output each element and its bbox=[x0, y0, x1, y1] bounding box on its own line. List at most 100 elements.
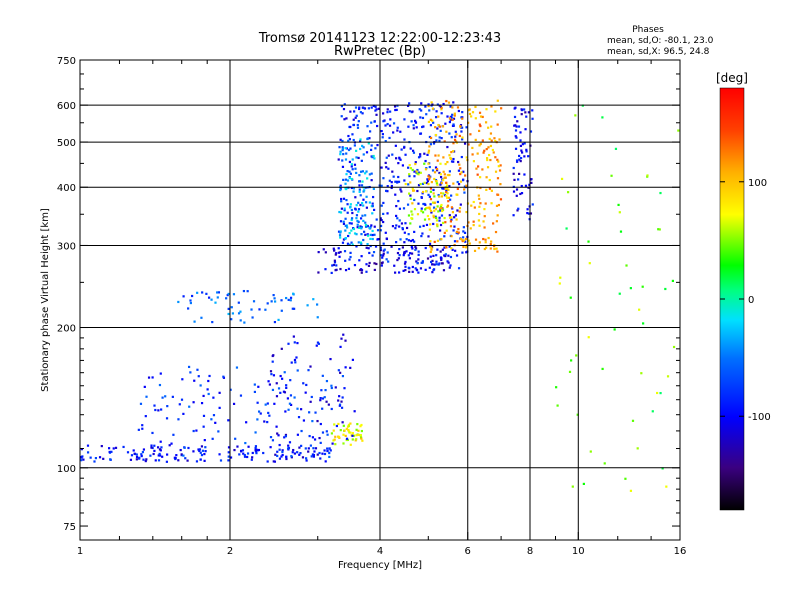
data-point bbox=[443, 235, 446, 238]
data-point bbox=[237, 301, 240, 304]
x-tick-label: 16 bbox=[674, 546, 687, 557]
data-point bbox=[389, 118, 392, 121]
data-point bbox=[440, 106, 443, 109]
data-point bbox=[238, 453, 241, 456]
data-point bbox=[411, 149, 415, 152]
data-point bbox=[415, 170, 418, 173]
data-point bbox=[497, 203, 500, 207]
data-point bbox=[318, 436, 321, 440]
data-point bbox=[434, 215, 437, 218]
data-point bbox=[335, 264, 338, 267]
data-point bbox=[416, 261, 419, 265]
data-point bbox=[432, 216, 435, 219]
data-point bbox=[200, 401, 204, 405]
data-point bbox=[360, 429, 363, 433]
data-point bbox=[424, 268, 427, 271]
data-point bbox=[431, 263, 434, 266]
data-point bbox=[386, 111, 389, 114]
data-point bbox=[437, 115, 440, 118]
data-point bbox=[252, 300, 256, 303]
data-point bbox=[195, 429, 198, 432]
data-point bbox=[449, 198, 452, 201]
data-point bbox=[413, 119, 417, 122]
data-point bbox=[465, 210, 468, 214]
data-point bbox=[430, 211, 433, 214]
data-point bbox=[373, 208, 376, 212]
data-point bbox=[478, 129, 481, 133]
data-point bbox=[411, 189, 415, 192]
data-point bbox=[316, 453, 319, 456]
data-point bbox=[519, 144, 523, 148]
data-point bbox=[357, 107, 361, 111]
data-point bbox=[469, 227, 472, 230]
data-point bbox=[321, 407, 324, 410]
data-point bbox=[135, 455, 139, 459]
data-point bbox=[517, 178, 520, 181]
data-point bbox=[342, 222, 346, 225]
data-point bbox=[377, 107, 380, 110]
data-point bbox=[490, 139, 493, 142]
data-point bbox=[334, 443, 337, 446]
data-point bbox=[424, 190, 428, 193]
data-point bbox=[452, 142, 455, 145]
data-point bbox=[389, 110, 392, 113]
data-point bbox=[355, 434, 358, 437]
data-point bbox=[308, 411, 311, 414]
data-point bbox=[385, 189, 388, 192]
data-point bbox=[469, 133, 472, 136]
data-point bbox=[434, 208, 438, 211]
data-point bbox=[239, 319, 242, 322]
data-point bbox=[517, 125, 521, 128]
data-point bbox=[380, 129, 383, 133]
data-point bbox=[334, 435, 337, 438]
data-point bbox=[496, 250, 499, 253]
data-point bbox=[333, 423, 336, 426]
data-point bbox=[296, 341, 299, 345]
data-point bbox=[531, 117, 534, 120]
data-point bbox=[395, 108, 398, 111]
data-point bbox=[380, 219, 383, 222]
data-point bbox=[448, 170, 451, 173]
data-point bbox=[419, 132, 423, 135]
data-point bbox=[210, 298, 213, 301]
data-point bbox=[292, 292, 295, 295]
data-point bbox=[664, 287, 667, 291]
data-point bbox=[443, 246, 446, 249]
data-point bbox=[366, 234, 370, 237]
data-point bbox=[345, 427, 348, 430]
data-point bbox=[304, 391, 307, 394]
data-point bbox=[436, 103, 439, 106]
data-point bbox=[86, 444, 90, 447]
colorbar-tick-label: 0 bbox=[748, 295, 754, 306]
data-point bbox=[353, 263, 357, 267]
data-point bbox=[431, 259, 434, 262]
data-point bbox=[358, 140, 362, 143]
data-point bbox=[442, 179, 445, 182]
data-point bbox=[613, 328, 616, 331]
data-point bbox=[352, 123, 356, 127]
data-point bbox=[217, 430, 220, 433]
data-point bbox=[432, 188, 435, 192]
data-point bbox=[353, 110, 356, 113]
data-point bbox=[375, 262, 378, 266]
data-point bbox=[350, 217, 354, 220]
data-point bbox=[319, 422, 322, 426]
data-point bbox=[431, 103, 434, 106]
data-point bbox=[446, 115, 449, 118]
data-point bbox=[560, 177, 564, 181]
data-point bbox=[636, 447, 639, 450]
data-point bbox=[364, 172, 367, 175]
data-point bbox=[589, 450, 592, 453]
data-point bbox=[442, 102, 445, 106]
data-point bbox=[462, 245, 465, 249]
data-point bbox=[264, 308, 267, 311]
data-point bbox=[468, 108, 471, 111]
data-point bbox=[435, 263, 438, 266]
data-point bbox=[342, 197, 346, 200]
data-point bbox=[337, 422, 340, 426]
data-point bbox=[287, 446, 291, 450]
stats-line-x: mean, sd,X: 96.5, 24.8 bbox=[607, 47, 710, 57]
data-point bbox=[367, 264, 371, 267]
data-point bbox=[281, 377, 284, 380]
data-point bbox=[193, 379, 196, 382]
